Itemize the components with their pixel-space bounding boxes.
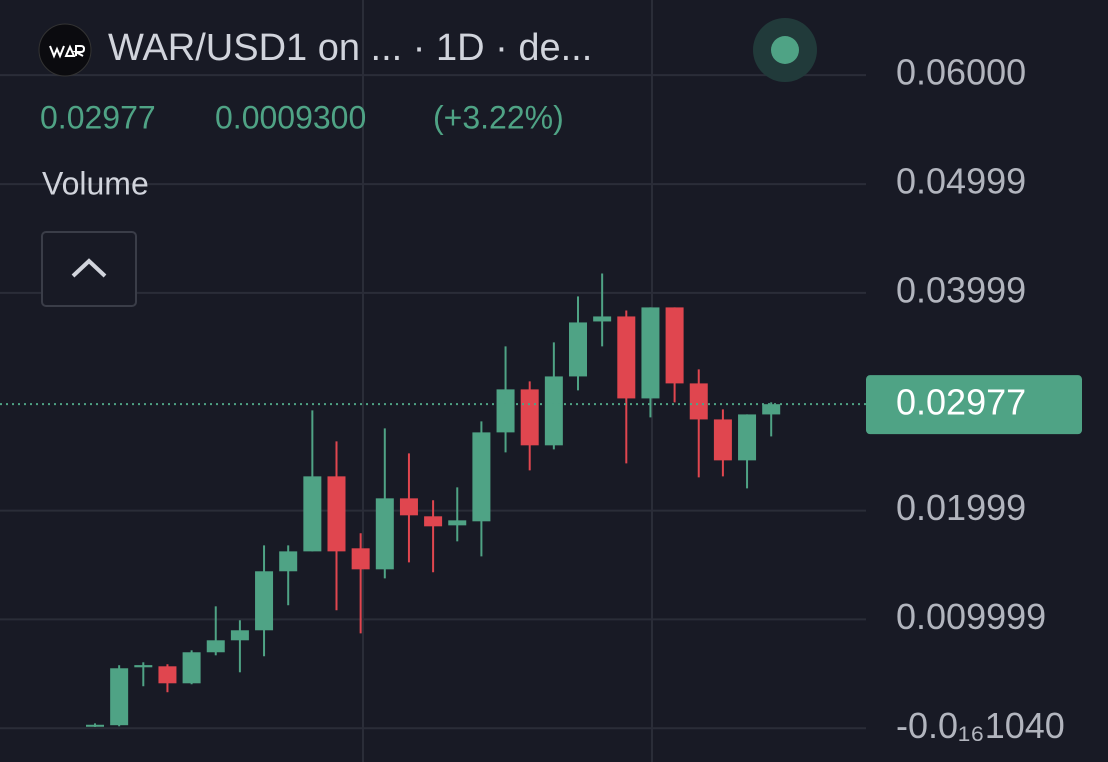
candle-body	[593, 316, 612, 322]
status-dot	[771, 36, 799, 64]
candle-body	[762, 404, 781, 415]
chart-title: WAR/USD1 on ... · 1D · de...	[108, 27, 592, 69]
candle-body	[617, 316, 636, 399]
candle-body	[327, 476, 346, 552]
candle-body	[375, 498, 394, 570]
header-price: 0.02977	[40, 99, 156, 135]
y-tick-label: 0.03999	[896, 269, 1026, 310]
last-price-label: 0.02977	[896, 382, 1026, 423]
header: WAR/USD1 on ... · 1D · de... 0.02977 0.0…	[38, 18, 817, 307]
candle-body	[182, 652, 201, 684]
candle-body	[110, 668, 129, 726]
candle-body	[206, 640, 225, 653]
candle-body	[689, 383, 708, 420]
candle-body	[424, 516, 443, 527]
collapse-button[interactable]	[41, 231, 137, 307]
candle-body	[255, 571, 274, 631]
symbol-logo	[38, 23, 92, 77]
logo-mark	[49, 44, 86, 59]
candle-body	[569, 322, 587, 377]
candle-body	[665, 307, 684, 384]
header-change-pct: (+3.22%)	[433, 99, 564, 135]
candle-body	[520, 389, 539, 446]
candle-body	[544, 376, 563, 446]
candle-body	[86, 724, 104, 727]
candle-body	[230, 630, 249, 641]
plot-area	[0, 74, 866, 730]
y-tick-label: -0.0₁₆1040	[896, 705, 1065, 746]
candle-body	[399, 498, 418, 516]
candle-body	[713, 419, 732, 461]
candle-body	[158, 666, 177, 684]
candle-body	[496, 389, 515, 433]
chevron-icon	[71, 258, 107, 278]
header-change: 0.0009300	[215, 99, 366, 135]
candle-body	[641, 307, 660, 399]
y-tick-label: 0.01999	[896, 487, 1026, 528]
last-price-badge	[866, 375, 1082, 435]
indicator-label: Volume	[42, 165, 149, 201]
candle-body	[738, 414, 757, 461]
y-tick-label: 0.06000	[896, 52, 1026, 93]
candle-body	[351, 548, 370, 570]
y-tick-label: 0.009999	[896, 596, 1046, 637]
y-tick-label: 0.04999	[896, 161, 1026, 202]
candle-body	[472, 432, 491, 522]
candle-body	[303, 476, 322, 552]
candle-body	[134, 665, 153, 668]
candle-body	[279, 551, 298, 572]
candle-body	[448, 520, 467, 526]
